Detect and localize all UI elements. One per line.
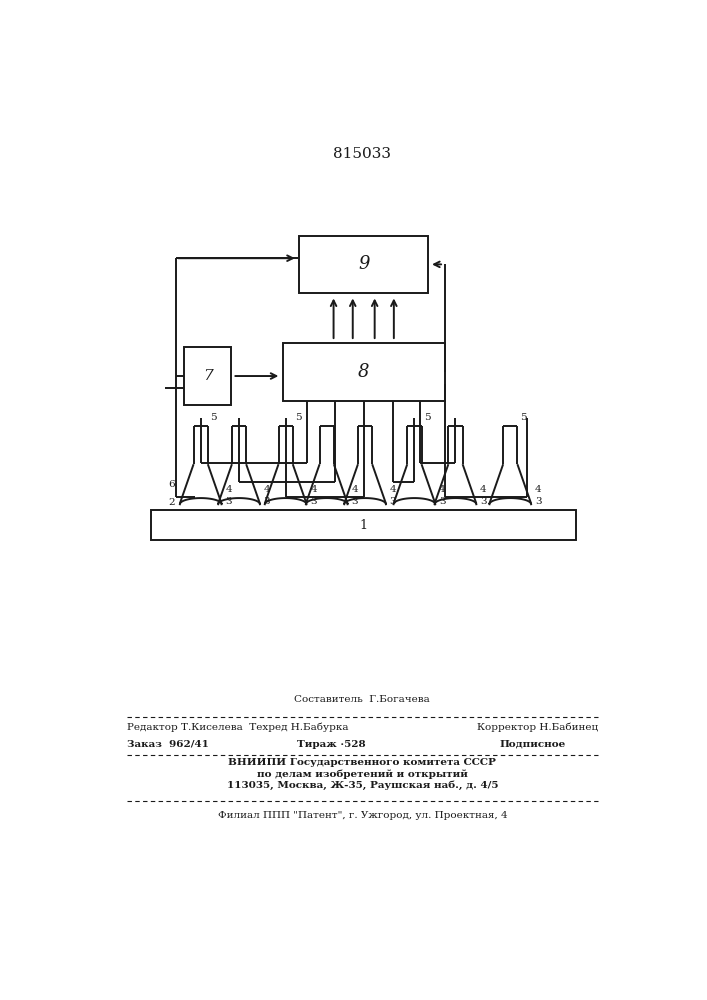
Bar	[185, 347, 231, 405]
Text: Филиал ППП "Патент", г. Ужгород, ул. Проектная, 4: Филиал ППП "Патент", г. Ужгород, ул. Про…	[218, 811, 507, 820]
Text: 4: 4	[351, 485, 358, 494]
Bar	[299, 235, 428, 293]
Text: по делам изобретений и открытий: по делам изобретений и открытий	[257, 770, 468, 779]
Text: Редактор Т.Киселева  Техред Н.Бабурка: Редактор Т.Киселева Техред Н.Бабурка	[127, 723, 349, 732]
Text: 4: 4	[226, 485, 232, 494]
Text: 3: 3	[310, 497, 317, 506]
Text: 4: 4	[310, 485, 317, 494]
Text: ВНИИПИ Государственного комитета СССР: ВНИИПИ Государственного комитета СССР	[228, 758, 496, 767]
Text: Составитель  Г.Богачева: Составитель Г.Богачева	[294, 695, 431, 704]
Text: 4: 4	[390, 485, 397, 494]
Text: 6: 6	[168, 480, 175, 489]
Text: 5: 5	[296, 413, 302, 422]
Text: 3: 3	[439, 497, 445, 506]
Text: 4: 4	[264, 485, 270, 494]
Bar	[151, 510, 576, 540]
Text: 1: 1	[360, 519, 368, 532]
Text: 5: 5	[211, 413, 217, 422]
Text: 5: 5	[424, 413, 431, 422]
Bar	[283, 343, 445, 401]
Text: Тираж ·528: Тираж ·528	[297, 740, 366, 749]
Text: 3: 3	[535, 497, 542, 506]
Text: Корректор Н.Бабинец: Корректор Н.Бабинец	[477, 723, 598, 732]
Text: 815033: 815033	[333, 147, 392, 161]
Text: 7: 7	[203, 369, 212, 383]
Text: 3: 3	[226, 497, 232, 506]
Text: 9: 9	[358, 255, 370, 273]
Text: 4: 4	[439, 485, 445, 494]
Text: 3: 3	[351, 497, 358, 506]
Text: 4: 4	[480, 485, 486, 494]
Text: 3: 3	[390, 497, 397, 506]
Text: 8: 8	[358, 363, 370, 381]
Text: Подписное: Подписное	[499, 740, 566, 749]
Text: Заказ  962/41: Заказ 962/41	[127, 740, 209, 749]
Text: 3: 3	[480, 497, 486, 506]
Text: 113035, Москва, Ж-35, Раушская наб., д. 4/5: 113035, Москва, Ж-35, Раушская наб., д. …	[226, 781, 498, 790]
Text: 4: 4	[535, 485, 542, 494]
Text: 5: 5	[520, 413, 527, 422]
Text: 2: 2	[168, 498, 175, 507]
Text: 3: 3	[264, 497, 270, 506]
